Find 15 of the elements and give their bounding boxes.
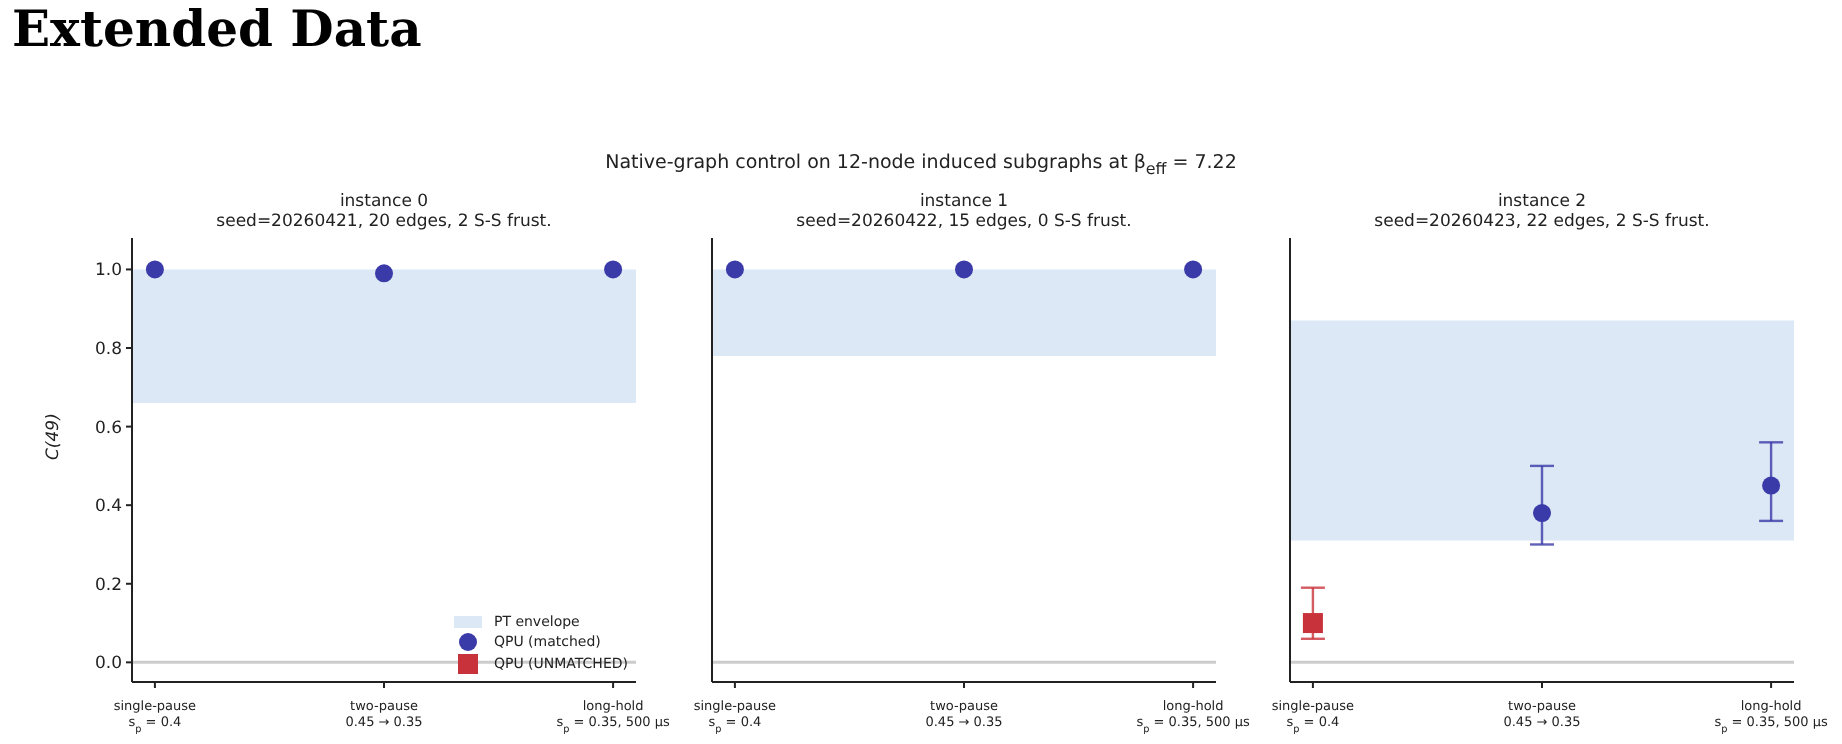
text: Native-graph control on 12-node induced subgraphs at β$_{eff}$ = 7.22 [605,152,1237,178]
chart-subtitle: seed=20260423, 22 edges, 2 S-S frust. [1374,212,1710,232]
chart-title: instance 0 [339,192,429,212]
chart-subtitle: seed=20260421, 20 edges, 2 S-S frust. [216,212,552,232]
y-tick-label: 0.6 [94,418,122,439]
y-tick-label: 0.4 [94,497,122,518]
text: Extended Data [12,0,422,58]
chart-title: instance 2 [1497,192,1587,212]
y-tick-label: 1.0 [94,261,122,282]
chart-subtitle: seed=20260422, 15 edges, 0 S-S frust. [796,212,1132,232]
chart-title: instance 1 [919,192,1009,212]
y-tick-label: 0.8 [94,340,122,361]
y-tick-label: 0.0 [94,654,122,675]
y-axis-title: C(49) [44,413,65,460]
y-tick-label: 0.2 [94,575,122,596]
